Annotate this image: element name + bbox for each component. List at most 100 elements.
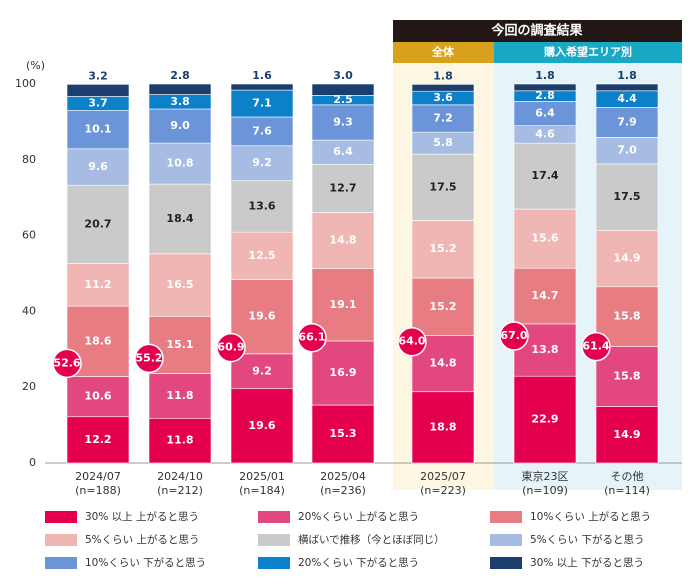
- bar-segment: [66, 416, 130, 464]
- data-label: 11.8: [166, 434, 193, 447]
- rise-total-badge: [216, 332, 246, 363]
- rise-total-badge: [52, 348, 82, 379]
- y-tick-label: 20: [22, 380, 36, 393]
- bar-segment: [66, 184, 130, 264]
- bar-segment: [411, 277, 475, 336]
- x-tick-label: 2024/10: [157, 470, 203, 483]
- bar-segment: [595, 107, 659, 138]
- data-label: 7.1: [252, 97, 272, 110]
- data-label: 16.5: [166, 278, 193, 291]
- x-tick-sublabel: (n=212): [157, 484, 203, 497]
- data-label: 14.9: [613, 252, 640, 265]
- data-label: 10.1: [84, 123, 111, 136]
- data-label: 15.1: [166, 338, 193, 351]
- data-label: 12.7: [329, 181, 356, 194]
- data-label: 9.0: [170, 119, 190, 132]
- legend-label: 横ばいで推移（今とほぼ同じ）: [298, 533, 445, 546]
- data-label: 3.0: [333, 69, 353, 82]
- bar-segment: [230, 231, 294, 280]
- bar-segment: [513, 208, 577, 269]
- legend-swatch: [490, 511, 522, 523]
- legend-label: 5%くらい 下がると思う: [530, 533, 645, 546]
- data-label: 14.7: [531, 289, 558, 302]
- data-label: 6.4: [535, 107, 555, 120]
- rise-total-label: 61.4: [582, 340, 609, 353]
- data-label: 19.6: [248, 310, 275, 323]
- legend-swatch: [45, 534, 77, 546]
- data-label: 9.2: [252, 364, 272, 377]
- bar-segment: [311, 212, 375, 269]
- data-label: 15.8: [613, 310, 640, 323]
- data-label: 2.8: [535, 89, 555, 102]
- legend-label: 30% 以上 下がると思う: [530, 556, 644, 569]
- bar-segment: [230, 180, 294, 233]
- group-header-bg: [393, 42, 494, 63]
- bar-segment: [148, 83, 212, 95]
- header: 今回の調査結果: [490, 23, 582, 39]
- y-tick-label: 80: [22, 153, 36, 166]
- y-tick-label: 100: [15, 77, 36, 90]
- data-label: 22.9: [531, 413, 558, 426]
- bar-segment: [595, 137, 659, 165]
- bar-segment: [230, 353, 294, 390]
- data-label: 15.3: [329, 427, 356, 440]
- data-label: 13.8: [531, 343, 558, 356]
- x-tick-sublabel: (n=236): [320, 484, 366, 497]
- legend-label: 20%くらい 上がると思う: [298, 510, 419, 523]
- bar-segment: [595, 163, 659, 231]
- data-label: 12.2: [84, 433, 111, 446]
- x-tick-label: その他: [611, 470, 644, 483]
- bar-segment: [595, 229, 659, 288]
- data-label: 20.7: [84, 217, 111, 230]
- rise-total-label: 52.6: [53, 356, 80, 369]
- x-tick-sublabel: (n=223): [420, 484, 466, 497]
- legend-label: 10%くらい 下がると思う: [85, 556, 206, 569]
- x-tick-label: 2024/07: [75, 470, 121, 483]
- data-label: 1.8: [535, 69, 555, 82]
- group-header: 購入希望エリア別: [543, 45, 632, 59]
- data-label: 13.6: [248, 199, 275, 212]
- bar-segment: [311, 83, 375, 96]
- bar-segment: [230, 388, 294, 464]
- x-tick-label: 2025/01: [239, 470, 285, 483]
- y-tick-label: 40: [22, 304, 36, 317]
- x-tick-sublabel: (n=114): [604, 484, 650, 497]
- y-unit: (%): [26, 59, 45, 72]
- legend-label: 20%くらい 下がると思う: [298, 556, 419, 569]
- data-label: 7.9: [617, 115, 637, 128]
- data-label: 3.6: [433, 91, 453, 104]
- bar-segment: [230, 83, 294, 91]
- bar-segment: [230, 145, 294, 181]
- bar-segment: [411, 220, 475, 279]
- x-tick-sublabel: (n=188): [75, 484, 121, 497]
- bar-segment: [66, 84, 130, 97]
- data-label: 9.3: [333, 115, 353, 128]
- rise-total-label: 66.1: [298, 331, 325, 344]
- bar-segment: [411, 153, 475, 221]
- data-label: 19.1: [329, 298, 356, 311]
- x-tick-label: 2025/07: [420, 470, 466, 483]
- x-tick-label: 東京23区: [522, 469, 569, 483]
- legend-label: 10%くらい 上がると思う: [530, 510, 651, 523]
- rise-total-label: 60.9: [217, 341, 244, 354]
- bar-segment: [595, 83, 659, 92]
- data-label: 15.2: [429, 300, 456, 313]
- bar-segment: [595, 406, 659, 464]
- data-label: 4.4: [617, 92, 637, 105]
- rise-total-badge: [134, 343, 164, 374]
- data-label: 1.8: [617, 69, 637, 82]
- bar-segment: [148, 373, 212, 419]
- data-label: 18.8: [429, 420, 456, 433]
- y-tick-label: 0: [29, 456, 36, 469]
- data-label: 16.9: [329, 366, 356, 379]
- rise-total-label: 67.0: [500, 329, 527, 342]
- legend-swatch: [490, 534, 522, 546]
- data-label: 3.7: [88, 97, 108, 110]
- rise-total-badge: [397, 326, 427, 357]
- bar-segment: [513, 83, 577, 92]
- data-label: 11.8: [166, 389, 193, 402]
- data-label: 5.8: [433, 136, 453, 149]
- y-tick-label: 60: [22, 229, 36, 242]
- rise-total-label: 64.0: [398, 335, 425, 348]
- data-label: 18.6: [84, 334, 111, 347]
